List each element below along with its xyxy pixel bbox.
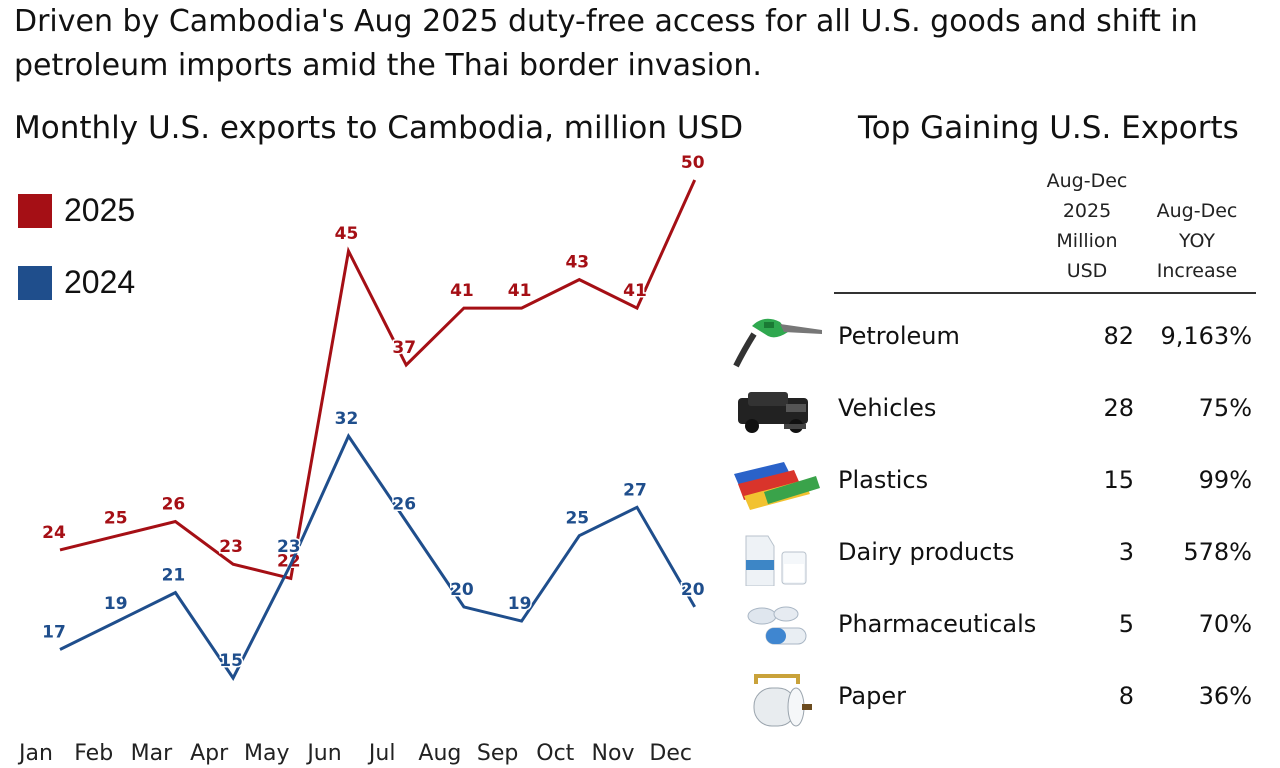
fuel-nozzle-icon xyxy=(733,318,822,368)
col-header-yoy-line: Increase xyxy=(1156,260,1238,282)
x-tick-label: Dec xyxy=(649,741,692,766)
row-name: Plastics xyxy=(838,466,929,494)
headline: Driven by Cambodia's Aug 2025 duty-free … xyxy=(14,4,1198,83)
data-label-2025: 50 xyxy=(681,153,705,173)
x-tick-label: Apr xyxy=(190,741,229,766)
col-header-usd-line: Million xyxy=(1056,230,1118,252)
x-tick-label: Nov xyxy=(592,741,635,766)
series-line-2025 xyxy=(59,179,697,581)
data-label-2024: 23 xyxy=(277,537,301,557)
plastic-rolls-icon xyxy=(734,462,820,510)
table-title: Top Gaining U.S. Exports xyxy=(858,110,1239,146)
row-name: Paper xyxy=(838,682,906,710)
data-label-2025: 26 xyxy=(162,494,186,514)
x-tick-label: Feb xyxy=(74,741,113,766)
legend-item-2025: 2025 xyxy=(18,192,135,229)
row-name: Petroleum xyxy=(838,322,960,350)
data-label-2024: 25 xyxy=(565,509,589,529)
col-header-usd-line: Aug-Dec xyxy=(1046,170,1128,192)
row-usd: 28 xyxy=(1103,394,1134,422)
data-label-2025: 41 xyxy=(623,281,647,301)
legend-label-2024: 2024 xyxy=(64,264,136,300)
data-label-2024: 20 xyxy=(681,580,705,600)
row-yoy: 578% xyxy=(1183,538,1252,566)
x-tick-label: May xyxy=(244,741,289,766)
data-label-2024: 19 xyxy=(508,594,532,614)
table-row: Dairy products 3 578% xyxy=(720,526,1260,586)
data-label-2024: 17 xyxy=(42,623,66,643)
data-label-2024: 20 xyxy=(450,580,474,600)
table-row: Pharmaceuticals 5 70% xyxy=(720,598,1260,658)
data-label-2025: 43 xyxy=(565,253,589,273)
data-label-2024: 26 xyxy=(392,494,416,514)
row-name: Pharmaceuticals xyxy=(838,610,1037,638)
legend-swatch-2024 xyxy=(18,265,52,300)
row-yoy: 70% xyxy=(1198,610,1252,638)
pills-icon xyxy=(747,606,807,645)
series-line-2024 xyxy=(59,433,696,681)
col-header-yoy: Aug-Dec YOY Increase xyxy=(1144,196,1250,286)
table-row: Plastics 15 99% xyxy=(720,454,1260,514)
col-header-yoy-line: YOY xyxy=(1178,230,1216,252)
col-header-usd-line: 2025 xyxy=(1062,200,1112,222)
data-label-2025: 41 xyxy=(450,281,474,301)
x-tick-label: Jun xyxy=(305,741,341,766)
legend-item-2024: 2024 xyxy=(18,264,135,301)
x-tick-label: Oct xyxy=(536,741,574,766)
data-label-2024: 27 xyxy=(623,480,647,500)
row-yoy: 9,163% xyxy=(1160,322,1252,350)
x-tick-label: Sep xyxy=(477,741,518,766)
row-yoy: 99% xyxy=(1198,466,1252,494)
milk-carton-icon xyxy=(745,535,807,586)
data-label-2025: 24 xyxy=(42,523,66,543)
table-row: Paper 8 36% xyxy=(720,670,1260,730)
vehicle-icon xyxy=(738,392,808,433)
row-name: Vehicles xyxy=(838,394,937,422)
legend-swatch-2025 xyxy=(18,193,52,228)
row-usd: 8 xyxy=(1118,682,1134,710)
col-header-usd-line: USD xyxy=(1066,260,1108,282)
data-label-2024: 21 xyxy=(162,566,186,586)
legend-label-2025: 2025 xyxy=(64,192,136,228)
row-yoy: 75% xyxy=(1198,394,1252,422)
table-row: Vehicles 28 75% xyxy=(720,382,1260,442)
x-tick-label: Mar xyxy=(131,741,173,766)
row-yoy: 36% xyxy=(1198,682,1252,710)
row-usd: 5 xyxy=(1118,610,1134,638)
row-usd: 82 xyxy=(1103,322,1134,350)
paper-roll-icon xyxy=(753,674,812,727)
data-label-2025: 41 xyxy=(508,281,532,301)
data-label-2025: 23 xyxy=(219,537,243,557)
data-label-2025: 37 xyxy=(392,338,416,358)
header-rule xyxy=(834,292,1256,294)
row-usd: 3 xyxy=(1118,538,1134,566)
row-usd: 15 xyxy=(1103,466,1134,494)
data-label-2025: 25 xyxy=(104,509,128,529)
x-tick-label: Aug xyxy=(418,741,461,766)
x-tick-label: Jan xyxy=(17,741,53,766)
col-header-usd: Aug-Dec 2025 Million USD xyxy=(1040,166,1134,286)
row-name: Dairy products xyxy=(838,538,1015,566)
table-row: Petroleum 82 9,163% xyxy=(720,310,1260,370)
data-label-2024: 15 xyxy=(219,651,243,671)
x-tick-label: Jul xyxy=(367,741,396,766)
data-label-2024: 32 xyxy=(335,409,359,429)
chart-title: Monthly U.S. exports to Cambodia, millio… xyxy=(14,110,744,146)
data-label-2024: 19 xyxy=(104,594,128,614)
data-label-2025: 45 xyxy=(335,224,359,244)
col-header-yoy-line: Aug-Dec xyxy=(1156,200,1238,222)
